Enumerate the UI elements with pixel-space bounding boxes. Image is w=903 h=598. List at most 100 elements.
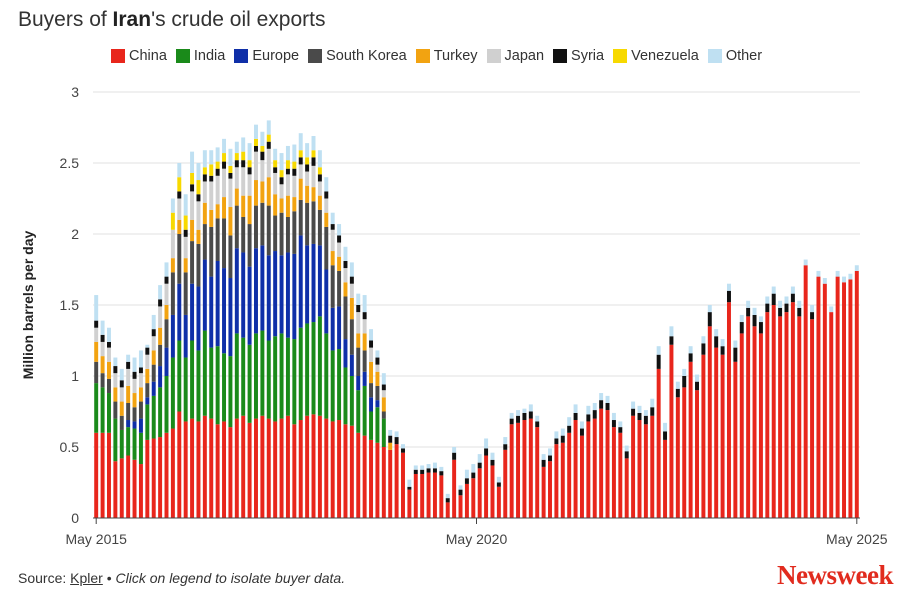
bar-venezuela [234, 153, 239, 161]
bar-syria [349, 276, 354, 284]
bar-syria [369, 340, 374, 348]
bar-other [829, 306, 834, 313]
bar-china [292, 424, 297, 518]
source-label: Source: [18, 570, 71, 586]
bar-china [94, 432, 99, 518]
bar-other [394, 431, 399, 438]
bar-south-korea [183, 272, 188, 315]
bar-china [573, 420, 578, 518]
bar-syria [560, 435, 565, 443]
bar-other [183, 194, 188, 216]
bar-china [362, 435, 367, 518]
bar-venezuela [183, 215, 188, 230]
bar-syria [528, 411, 533, 419]
bar-japan [113, 373, 118, 388]
bar-china [790, 302, 795, 518]
bar-south-korea [362, 350, 367, 372]
bar-syria [746, 307, 751, 317]
bar-other [726, 283, 731, 291]
bar-china [663, 439, 668, 518]
bar-japan [170, 229, 175, 259]
bar-south-korea [94, 361, 99, 384]
bar-other [279, 153, 284, 171]
bar-syria [394, 437, 399, 445]
bar-syria [611, 420, 616, 428]
bar-china [695, 390, 699, 518]
bar-india [337, 349, 342, 421]
footer-bullet: • [102, 570, 116, 586]
bar-syria [810, 312, 815, 320]
bar-venezuela [222, 153, 227, 162]
bar-other [164, 262, 169, 277]
bar-south-korea [196, 243, 201, 287]
bar-syria [778, 307, 783, 317]
bar-other [311, 136, 316, 151]
bar-china [631, 415, 636, 518]
bar-syria [458, 489, 463, 496]
bar-china [528, 418, 533, 518]
bar-turkey [234, 188, 239, 206]
legend-item-japan[interactable]: Japan [486, 48, 544, 64]
bar-other [611, 412, 616, 421]
legend-item-other[interactable]: Other [707, 48, 762, 64]
bar-syria [375, 357, 380, 365]
legend-item-india[interactable]: India [175, 48, 225, 64]
bar-other [317, 150, 322, 168]
bar-europe [343, 339, 348, 368]
bar-venezuela [273, 160, 278, 168]
bar-china [119, 458, 124, 518]
bar-japan [164, 283, 169, 305]
legend-item-south-korea[interactable]: South Korea [308, 48, 407, 64]
legend-item-china[interactable]: China [111, 48, 167, 64]
bar-other [528, 404, 533, 412]
legend-item-turkey[interactable]: Turkey [415, 48, 478, 64]
bar-japan [183, 236, 188, 259]
bar-syria [183, 229, 188, 237]
bar-china [541, 466, 546, 518]
bar-china [618, 432, 623, 518]
bar-syria [254, 145, 258, 152]
footer: Source: Kpler • Click on legend to isola… [18, 570, 345, 586]
bar-other [305, 143, 310, 158]
bar-china [369, 439, 374, 518]
bar-turkey [362, 333, 367, 351]
bar-china [132, 459, 137, 518]
bar-japan [324, 198, 329, 213]
bar-china [311, 414, 316, 518]
bar-venezuela [292, 161, 297, 169]
bar-china [477, 468, 482, 518]
bar-china [420, 473, 425, 518]
bar-turkey [145, 368, 150, 384]
bar-venezuela [209, 164, 214, 176]
bar-turkey [381, 397, 386, 412]
bar-europe [298, 235, 303, 328]
bar-syria [573, 412, 578, 421]
bar-europe [324, 269, 329, 334]
bar-other [586, 405, 591, 415]
bar-turkey [343, 282, 348, 297]
bar-syria [477, 462, 482, 469]
bar-china [637, 420, 642, 518]
bar-south-korea [305, 202, 310, 246]
bar-syria [407, 486, 412, 490]
bar-europe [362, 371, 367, 386]
bar-europe [170, 314, 175, 358]
chart-title: Buyers of Iran's crude oil exports [18, 8, 325, 32]
bar-other [445, 493, 450, 499]
legend-item-syria[interactable]: Syria [553, 48, 604, 64]
legend-item-venezuela[interactable]: Venezuela [613, 48, 699, 64]
source-link[interactable]: Kpler [70, 570, 103, 586]
legend-item-europe[interactable]: Europe [234, 48, 299, 64]
bar-syria [567, 425, 572, 433]
bar-south-korea [209, 226, 214, 277]
bar-syria [113, 366, 118, 374]
title-suffix: 's crude oil exports [151, 8, 326, 31]
bar-other [624, 445, 629, 452]
bar-syria [234, 160, 239, 168]
bar-other [739, 314, 744, 323]
bar-china [107, 432, 111, 518]
bar-europe [177, 283, 182, 341]
newsweek-logo: Newsweek [777, 560, 893, 590]
bar-china [324, 418, 329, 518]
bar-other [170, 198, 175, 213]
